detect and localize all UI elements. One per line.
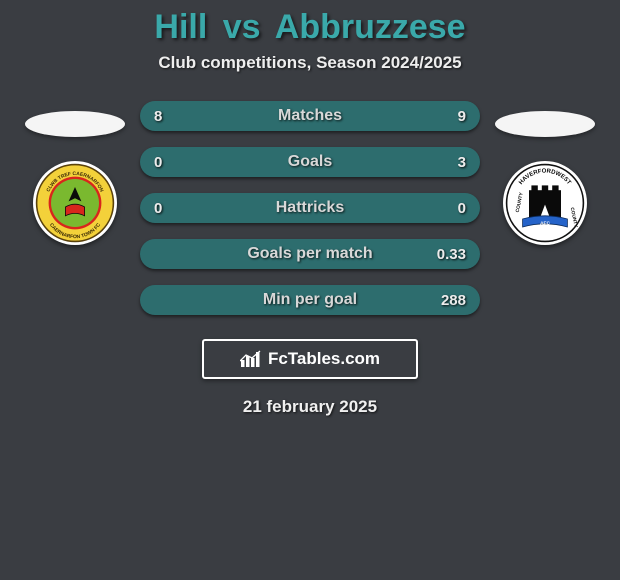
right-side-column: HAVERFORDWEST COUNTY COUNTY AFC (490, 101, 600, 245)
svg-text:AFC: AFC (540, 221, 550, 227)
stat-label: Min per goal (140, 291, 480, 309)
stat-left-value: 0 (154, 154, 162, 171)
stat-right-value: 0 (458, 200, 466, 217)
stat-left-value: 8 (154, 108, 162, 125)
vs-separator: vs (223, 8, 261, 46)
subtitle: Club competitions, Season 2024/2025 (0, 53, 620, 73)
caernarfon-crest-icon: CLWB TREF CAERNARFON CAERNARFON TOWN FC (35, 163, 115, 243)
haverfordwest-crest-icon: HAVERFORDWEST COUNTY COUNTY AFC (505, 163, 585, 243)
stat-row: Min per goal 288 (140, 285, 480, 315)
stat-left-value: 0 (154, 200, 162, 217)
player1-plate (25, 111, 125, 137)
club-badge-left: CLWB TREF CAERNARFON CAERNARFON TOWN FC (33, 161, 117, 245)
stat-label: Goals per match (140, 245, 480, 263)
stats-column: 8 Matches 9 0 Goals 3 0 Hattricks 0 Goal… (140, 101, 480, 315)
stat-row: Goals per match 0.33 (140, 239, 480, 269)
stat-label: Hattricks (140, 199, 480, 217)
date-label: 21 february 2025 (0, 397, 620, 417)
player2-plate (495, 111, 595, 137)
stat-row: 0 Goals 3 (140, 147, 480, 177)
brand-box[interactable]: FcTables.com (202, 339, 418, 379)
player2-name: Abbruzzese (275, 8, 466, 46)
stat-label: Goals (140, 153, 480, 171)
comparison-title: Hill vs Abbruzzese (0, 8, 620, 47)
brand-text: FcTables.com (268, 349, 380, 369)
stat-row: 8 Matches 9 (140, 101, 480, 131)
player1-name: Hill (154, 8, 207, 46)
chart-bar-icon (240, 350, 262, 368)
stat-right-value: 288 (441, 292, 466, 309)
stat-label: Matches (140, 107, 480, 125)
stat-right-value: 3 (458, 154, 466, 171)
stat-right-value: 0.33 (437, 246, 466, 263)
stat-row: 0 Hattricks 0 (140, 193, 480, 223)
club-badge-right: HAVERFORDWEST COUNTY COUNTY AFC (503, 161, 587, 245)
stat-right-value: 9 (458, 108, 466, 125)
left-side-column: CLWB TREF CAERNARFON CAERNARFON TOWN FC (20, 101, 130, 245)
main-layout: CLWB TREF CAERNARFON CAERNARFON TOWN FC … (0, 101, 620, 315)
